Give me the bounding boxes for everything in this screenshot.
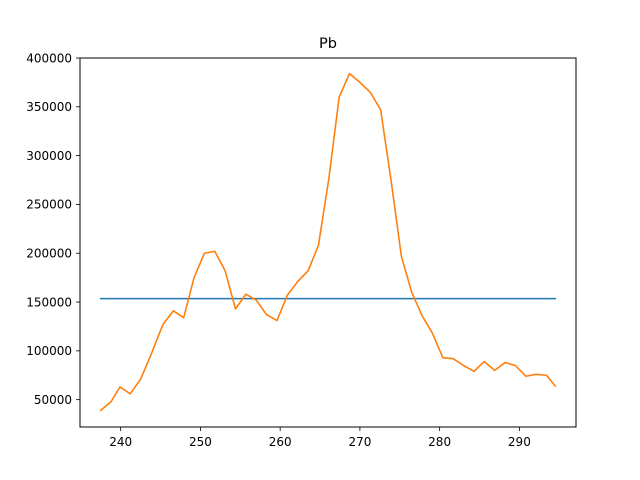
y-axis: 50000 100000 150000 200000 250000 300000 35000…: [26, 51, 80, 407]
y-tick-label: 300000: [26, 149, 72, 163]
y-tick-label: 200000: [26, 247, 72, 261]
x-tick-label: 260: [269, 435, 292, 449]
plot-area-frame: [79, 57, 577, 428]
x-axis: 240 250 260 270 280 290: [109, 427, 531, 449]
plot-content: [99, 72, 557, 412]
y-tick-label: 400000: [26, 51, 72, 65]
y-tick-label: 350000: [26, 100, 72, 114]
x-tick-label: 280: [428, 435, 451, 449]
x-tick-label: 290: [508, 435, 531, 449]
y-tick-label: 250000: [26, 198, 72, 212]
y-tick-label: 50000: [34, 393, 72, 407]
x-tick-label: 240: [109, 435, 132, 449]
x-tick-label: 270: [348, 435, 371, 449]
x-tick-label: 250: [189, 435, 212, 449]
y-tick-label: 100000: [26, 344, 72, 358]
chart-title: Pb: [319, 36, 337, 52]
series-line-2: [99, 72, 557, 412]
y-tick-label: 150000: [26, 295, 72, 309]
